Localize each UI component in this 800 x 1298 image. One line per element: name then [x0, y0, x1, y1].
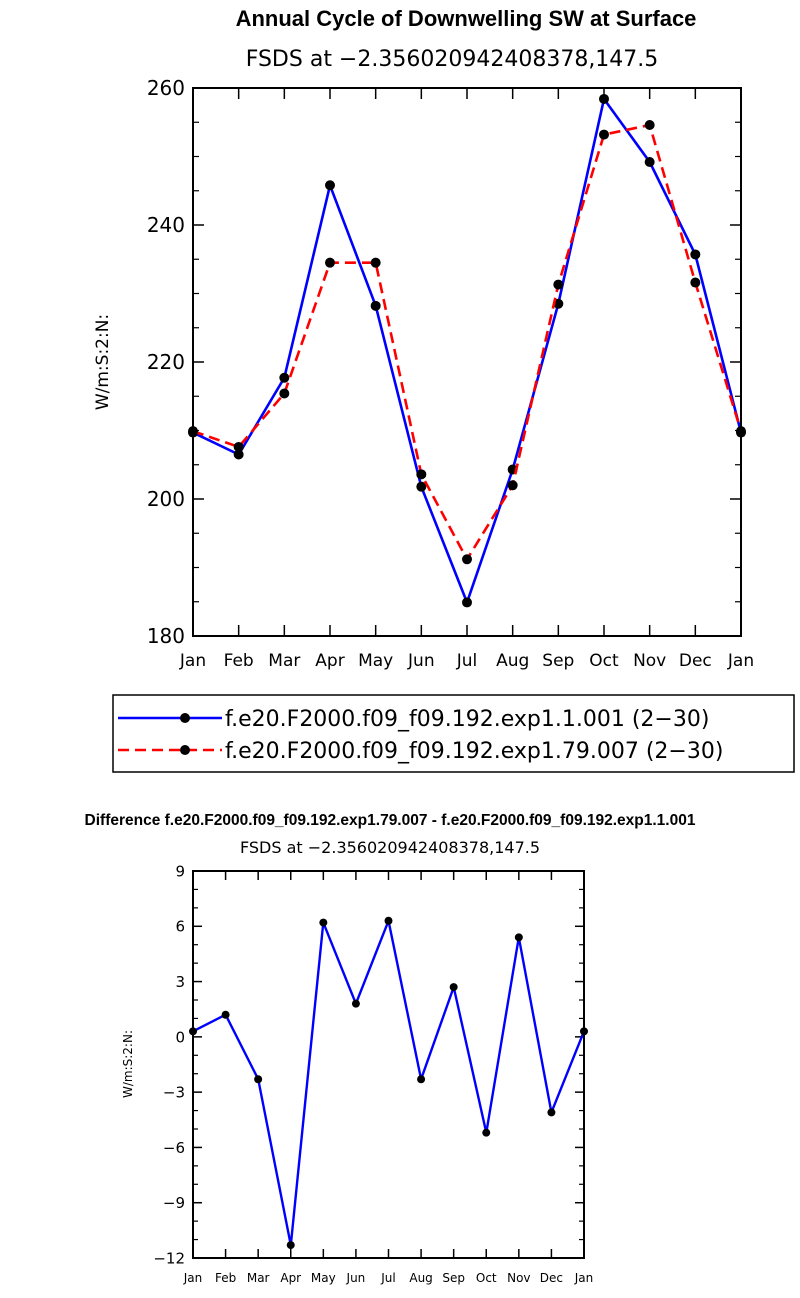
data-point	[507, 480, 518, 491]
data-point	[690, 277, 701, 288]
data-point	[286, 1241, 295, 1250]
x-tick-label: Nov	[633, 651, 666, 671]
x-tick-label: Jan	[574, 1271, 594, 1285]
chart-title: Difference f.e20.F2000.f09_f09.192.exp1.…	[85, 812, 696, 829]
series-line	[192, 97, 743, 604]
x-tick-label: Oct	[589, 651, 619, 671]
data-point	[279, 372, 290, 383]
legend: f.e20.F2000.f09_f09.192.exp1.1.001 (2−30…	[112, 694, 795, 773]
x-tick-label: Sep	[442, 1271, 465, 1285]
chart-subtitle: FSDS at −2.356020942408378,147.5	[246, 47, 659, 72]
data-point	[690, 249, 701, 260]
data-point	[644, 156, 655, 167]
y-tick-label: −6	[163, 1139, 185, 1157]
y-tick-labels: 180 200 220 240 260	[147, 76, 185, 648]
y-tick-label: 200	[147, 487, 185, 511]
x-tick-labels: Jan Feb Mar Apr May Jun Jul Aug Sep Oct Nov Dec Jan	[179, 651, 754, 671]
chart-subtitle: FSDS at −2.356020942408378,147.5	[240, 838, 540, 857]
data-point	[482, 1128, 491, 1137]
x-tick-label: Nov	[507, 1271, 530, 1285]
axes-ticks	[192, 87, 742, 637]
x-tick-label: Jul	[380, 1271, 395, 1285]
chart-title: Annual Cycle of Downwelling SW at Surfac…	[236, 6, 697, 31]
y-tick-label: 0	[175, 1028, 185, 1046]
data-point	[370, 300, 381, 311]
data-point	[599, 93, 609, 104]
data-point	[449, 983, 458, 992]
x-tick-label: Apr	[315, 651, 344, 671]
x-tick-label: Jun	[346, 1271, 366, 1285]
data-point	[553, 279, 564, 290]
x-tick-label: Feb	[224, 651, 254, 671]
data-point	[254, 1075, 263, 1084]
data-point	[462, 597, 472, 608]
y-axis-label: W/m:S:2:N:	[121, 1030, 135, 1098]
data-point	[462, 554, 472, 565]
x-tick-label: Mar	[268, 651, 300, 671]
x-tick-label: Dec	[679, 651, 712, 671]
y-tick-label: 3	[175, 973, 185, 991]
y-tick-label: 180	[147, 624, 185, 648]
plot-frame	[192, 87, 742, 637]
data-point	[351, 999, 360, 1008]
data-point	[325, 180, 335, 191]
data-point	[370, 257, 381, 268]
x-tick-label: Feb	[215, 1271, 236, 1285]
y-tick-label: −12	[153, 1249, 185, 1267]
plot-frame	[192, 870, 585, 1259]
data-point	[416, 469, 427, 480]
x-tick-label: Jan	[727, 651, 754, 671]
y-tick-label: 240	[147, 213, 185, 237]
legend-marker	[180, 745, 190, 755]
data-point	[233, 441, 244, 452]
x-tick-label: Apr	[280, 1271, 301, 1285]
legend-marker	[180, 713, 190, 723]
x-tick-label: May	[311, 1271, 336, 1285]
y-tick-labels: −12 −9 −6 −3 0 3 6 9	[153, 862, 185, 1267]
data-series	[189, 916, 588, 1250]
data-point	[599, 129, 609, 140]
data-point	[325, 257, 335, 268]
x-tick-label: Sep	[542, 651, 574, 671]
y-tick-label: 220	[147, 350, 185, 374]
legend-label: f.e20.F2000.f09_f09.192.exp1.79.007 (2−3…	[225, 739, 723, 764]
data-point	[644, 119, 655, 130]
series-line	[192, 123, 743, 561]
data-point	[416, 481, 427, 492]
legend-box	[112, 694, 795, 773]
x-tick-label: Jan	[179, 651, 206, 671]
data-point	[279, 388, 290, 399]
data-point	[514, 933, 523, 942]
x-tick-labels: Jan Feb Mar Apr May Jun Jul Aug Sep Oct Nov Dec Jan	[183, 1271, 594, 1285]
y-tick-label: 9	[175, 862, 185, 880]
data-point	[233, 449, 244, 460]
x-tick-label: Dec	[540, 1271, 563, 1285]
x-tick-label: Jul	[456, 651, 478, 671]
data-point	[221, 1010, 230, 1019]
x-tick-label: Mar	[247, 1271, 270, 1285]
y-tick-label: −3	[163, 1084, 185, 1102]
y-tick-label: −9	[163, 1194, 185, 1212]
data-point	[384, 916, 393, 925]
series-line	[192, 919, 586, 1247]
data-point	[319, 918, 328, 927]
x-tick-label: Aug	[409, 1271, 432, 1285]
y-tick-label: 6	[175, 918, 185, 936]
data-point	[417, 1075, 426, 1084]
x-tick-label: Aug	[496, 651, 529, 671]
x-tick-label: Jun	[407, 651, 435, 671]
y-axis-label: W/m:S:2:N:	[93, 314, 113, 410]
x-tick-label: Oct	[476, 1271, 497, 1285]
data-series	[188, 93, 746, 608]
annual-cycle-chart: Annual Cycle of Downwelling SW at Surfac…	[93, 6, 754, 671]
x-tick-label: Jan	[183, 1271, 203, 1285]
legend-label: f.e20.F2000.f09_f09.192.exp1.1.001 (2−30…	[225, 707, 709, 732]
data-point	[547, 1108, 556, 1117]
y-tick-label: 260	[147, 76, 185, 100]
x-tick-label: May	[358, 651, 393, 671]
difference-chart: Difference f.e20.F2000.f09_f09.192.exp1.…	[85, 812, 696, 1285]
